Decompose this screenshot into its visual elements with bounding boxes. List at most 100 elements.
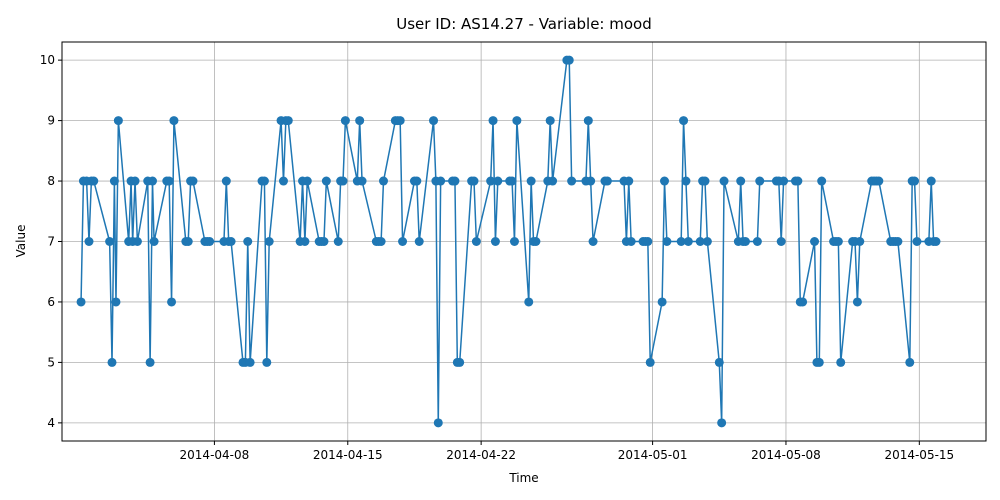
data-point bbox=[793, 176, 803, 186]
data-point bbox=[736, 176, 746, 186]
data-point bbox=[188, 176, 198, 186]
data-point bbox=[433, 418, 443, 428]
data-point bbox=[602, 176, 612, 186]
data-point bbox=[132, 237, 142, 246]
y-tick-label: 4 bbox=[47, 416, 55, 430]
data-point bbox=[588, 237, 598, 246]
data-point bbox=[586, 176, 596, 186]
data-point bbox=[149, 237, 159, 246]
data-point bbox=[714, 357, 724, 367]
data-point bbox=[852, 297, 862, 307]
data-point bbox=[717, 418, 727, 428]
y-tick-label: 9 bbox=[47, 114, 55, 128]
data-point bbox=[183, 237, 193, 246]
chart-title: User ID: AS14.27 - Variable: mood bbox=[396, 15, 651, 33]
data-point bbox=[545, 116, 555, 126]
y-tick-label: 10 bbox=[40, 53, 55, 67]
data-point bbox=[130, 176, 140, 186]
data-point bbox=[798, 297, 808, 307]
data-point bbox=[145, 357, 155, 367]
data-point bbox=[524, 297, 534, 307]
data-point bbox=[548, 176, 558, 186]
data-point bbox=[436, 176, 446, 186]
data-point bbox=[493, 176, 503, 186]
data-point bbox=[910, 176, 920, 186]
data-point bbox=[624, 176, 634, 186]
data-point bbox=[676, 237, 686, 246]
data-point bbox=[626, 237, 636, 246]
data-point bbox=[645, 357, 655, 367]
data-point bbox=[262, 357, 272, 367]
data-point bbox=[567, 176, 577, 186]
data-point bbox=[752, 237, 762, 246]
data-point bbox=[109, 176, 119, 186]
data-point bbox=[779, 176, 789, 186]
data-point bbox=[205, 237, 215, 246]
y-tick-label: 8 bbox=[47, 174, 55, 188]
data-point bbox=[695, 237, 705, 246]
data-point bbox=[164, 176, 174, 186]
data-point bbox=[662, 237, 672, 246]
data-point bbox=[702, 237, 712, 246]
data-point bbox=[245, 357, 255, 367]
x-tick-label: 2014-05-15 bbox=[884, 448, 954, 462]
data-point bbox=[450, 176, 460, 186]
data-point bbox=[905, 357, 915, 367]
data-point bbox=[113, 116, 123, 126]
data-point bbox=[167, 297, 177, 307]
data-point bbox=[719, 176, 729, 186]
data-point bbox=[833, 237, 843, 246]
data-point bbox=[643, 237, 653, 246]
data-point bbox=[259, 176, 269, 186]
data-point bbox=[395, 116, 405, 126]
y-axis-title: Value bbox=[14, 225, 28, 258]
data-point bbox=[531, 237, 541, 246]
data-point bbox=[893, 237, 903, 246]
data-point bbox=[817, 176, 827, 186]
data-point bbox=[931, 237, 941, 246]
data-point bbox=[84, 237, 94, 246]
data-point bbox=[376, 237, 386, 246]
y-tick-label: 7 bbox=[47, 235, 55, 249]
y-axis: 4 5 6 7 8 9 10 bbox=[40, 53, 62, 430]
data-point bbox=[755, 176, 765, 186]
data-point bbox=[683, 237, 693, 246]
data-point bbox=[836, 357, 846, 367]
data-point bbox=[226, 237, 236, 246]
data-point bbox=[814, 357, 824, 367]
data-point bbox=[509, 237, 519, 246]
data-point bbox=[912, 237, 922, 246]
data-point bbox=[302, 176, 312, 186]
data-point bbox=[681, 176, 691, 186]
x-tick-label: 2014-05-08 bbox=[751, 448, 821, 462]
data-point bbox=[378, 176, 388, 186]
data-point bbox=[526, 176, 536, 186]
data-point bbox=[89, 176, 99, 186]
data-point bbox=[507, 176, 517, 186]
data-point bbox=[283, 116, 293, 126]
data-point bbox=[221, 176, 231, 186]
data-point bbox=[412, 176, 422, 186]
data-point bbox=[657, 297, 667, 307]
data-point bbox=[488, 116, 498, 126]
x-tick-label: 2014-05-01 bbox=[618, 448, 688, 462]
data-point bbox=[486, 176, 496, 186]
data-point bbox=[333, 237, 343, 246]
data-point bbox=[874, 176, 884, 186]
data-point bbox=[583, 116, 593, 126]
data-point bbox=[398, 237, 408, 246]
data-point bbox=[414, 237, 424, 246]
y-tick-label: 5 bbox=[47, 355, 55, 369]
data-point bbox=[300, 237, 310, 246]
data-point bbox=[429, 116, 439, 126]
data-point bbox=[147, 176, 157, 186]
x-axis: 2014-04-08 2014-04-15 2014-04-22 2014-05-01… bbox=[180, 441, 954, 462]
data-point bbox=[490, 237, 500, 246]
data-point bbox=[264, 237, 274, 246]
series-layer bbox=[76, 55, 941, 428]
data-point bbox=[111, 297, 121, 307]
x-tick-label: 2014-04-08 bbox=[180, 448, 250, 462]
data-point bbox=[355, 116, 365, 126]
data-point bbox=[105, 237, 115, 246]
